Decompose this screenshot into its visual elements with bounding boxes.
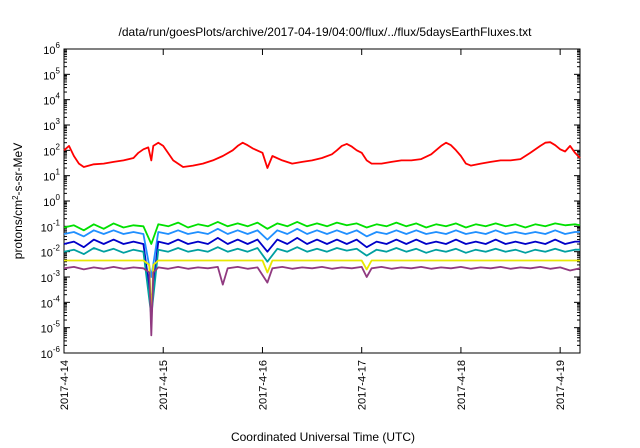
series-line-1 [63,141,581,169]
chart-title: /data/run/goesPlots/archive/2017-04-19/0… [119,25,533,39]
y-tick-label: 103 [43,117,60,133]
y-tick-label: 10-2 [41,244,61,260]
y-tick-label: 105 [43,66,60,82]
y-axis-label: protons/cm2-s-sr-MeV [11,143,26,259]
y-tick-label: 100 [43,193,60,209]
x-tick-label: 2017-4-15 [158,360,170,410]
series-line-6 [64,259,580,321]
series-line-5 [63,246,580,317]
y-axis-label-sup: 2 [11,195,20,200]
y-axis: 10-6 10-5 10-4 10-3 10-2 10-1 100 101 102 103 104 1… [41,41,580,361]
y-tick-label: 10-3 [41,269,61,285]
x-axis: 2017-4-14 2017-4-15 2017-4-16 2017-4-17 2017… [59,49,567,410]
x-tick-label: 2017-4-16 [257,360,269,410]
plot-frame [63,48,581,354]
plot-border [63,48,581,354]
y-tick-label: 101 [43,168,60,184]
x-axis-label: Coordinated Universal Time (UTC) [231,430,415,444]
y-tick-label: 106 [43,41,60,57]
series-layer [63,141,581,337]
y-axis-label-suffix: -s-sr-MeV [11,143,25,196]
x-tick-label: 2017-4-17 [357,360,369,410]
y-axis-label-prefix: protons/cm [11,200,25,259]
y-tick-label: 102 [43,142,60,158]
y-tick-label: 10-5 [41,320,61,336]
y-tick-label: 104 [43,92,60,108]
x-tick-label: 2017-4-14 [59,360,71,410]
series-line-7 [63,266,581,337]
x-tick-label: 2017-4-19 [555,360,567,410]
series-line-2 [63,221,581,245]
y-tick-label: 10-6 [41,345,61,361]
series-line-3 [63,227,580,278]
series-line-4 [63,237,580,304]
y-tick-label: 10-1 [41,218,61,234]
y-tick-label: 10-4 [41,294,61,310]
x-tick-label: 2017-4-18 [456,360,468,410]
